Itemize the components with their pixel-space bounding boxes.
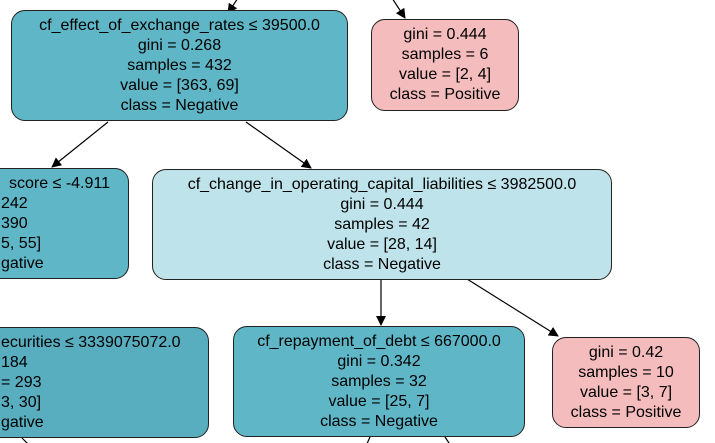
edge-mid-to-leaf [466,278,559,337]
edge-root-to-left [51,121,109,168]
edge-debt-down-right [444,436,450,443]
node-gini: 184 [1,353,28,371]
node-gini: gini = 0.42 [588,343,664,361]
node-samples: = 293 [1,373,42,391]
node-samples: samples = 32 [331,372,427,390]
node-split-rule: cf_repayment_of_debt ≤ 667000.0 [257,332,501,350]
node-value: value = [3, 7] [579,383,673,401]
tree-node-securities: ecurities ≤ 3339075072.0 184 = 293 3, 30… [0,327,209,438]
node-gini: gini = 0.268 [137,36,222,54]
node-samples: samples = 10 [578,363,674,381]
edge-root-to-mid [245,121,312,169]
node-class: class = Positive [570,403,682,421]
node-value: value = [25, 7] [328,392,430,410]
node-class: class = Negative [120,96,239,114]
node-value: 5, 55] [1,234,42,252]
edge-debt-down-left [366,436,371,443]
node-class: class = Negative [323,255,441,273]
tree-node-score: score ≤ -4.911 242 390 5, 55] gative [0,168,129,279]
node-samples: samples = 42 [334,215,430,233]
edge-into-top-right-leaf [392,0,406,19]
node-gini: gini = 0.342 [337,352,421,370]
tree-node-operating-capital-liabilities: cf_change_in_operating_capital_liabiliti… [152,169,612,280]
node-class: class = Positive [389,86,501,103]
node-value: value = [28, 14] [327,235,437,253]
node-split-rule: cf_change_in_operating_capital_liabiliti… [187,175,577,193]
node-class: class = Negative [320,412,438,430]
node-split-rule: cf_effect_of_exchange_rates ≤ 39500.0 [39,16,320,34]
node-class: gative [1,413,44,431]
node-split-rule: score ≤ -4.911 [9,174,110,192]
node-samples: samples = 432 [127,56,232,74]
node-samples: 390 [1,214,28,232]
node-split-rule: ecurities ≤ 3339075072.0 [1,333,181,351]
node-value: 3, 30] [1,393,42,411]
tree-node-exchange-rates: cf_effect_of_exchange_rates ≤ 39500.0 gi… [11,10,348,121]
tree-node-leaf-positive-bottom: gini = 0.42 samples = 10 value = [3, 7] … [552,337,700,428]
node-samples: samples = 6 [401,46,489,63]
node-gini: gini = 0.444 [340,195,424,213]
node-value: value = [2, 4] [398,66,492,83]
edge-sec-down [21,437,28,443]
node-value: value = [363, 69] [120,76,239,94]
node-class: gative [1,254,44,272]
node-gini: gini = 0.444 [403,26,487,43]
tree-node-repayment-of-debt: cf_repayment_of_debt ≤ 667000.0 gini = 0… [233,326,525,437]
tree-node-leaf-positive-top: gini = 0.444 samples = 6 value = [2, 4] … [371,19,519,111]
node-gini: 242 [1,194,28,212]
